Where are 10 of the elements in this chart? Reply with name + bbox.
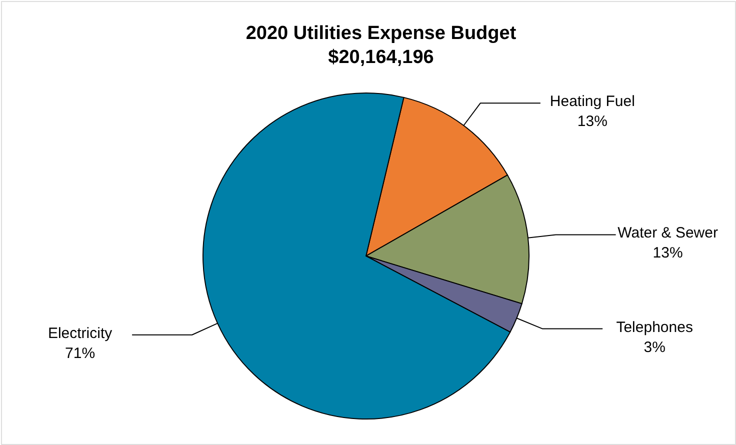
chart-title: 2020 Utilities Expense Budget: [246, 23, 517, 44]
chart-subtitle: $20,164,196: [328, 47, 434, 68]
data-label: 3%: [644, 338, 666, 356]
slice-label: Electricity: [48, 324, 113, 342]
slice-label: Telephones: [616, 318, 693, 336]
slice-label: Water & Sewer: [618, 224, 718, 242]
slice-label: Heating Fuel: [550, 93, 635, 110]
data-label: 13%: [577, 113, 608, 130]
data-label: 13%: [652, 244, 683, 262]
data-label: 71%: [65, 344, 96, 362]
